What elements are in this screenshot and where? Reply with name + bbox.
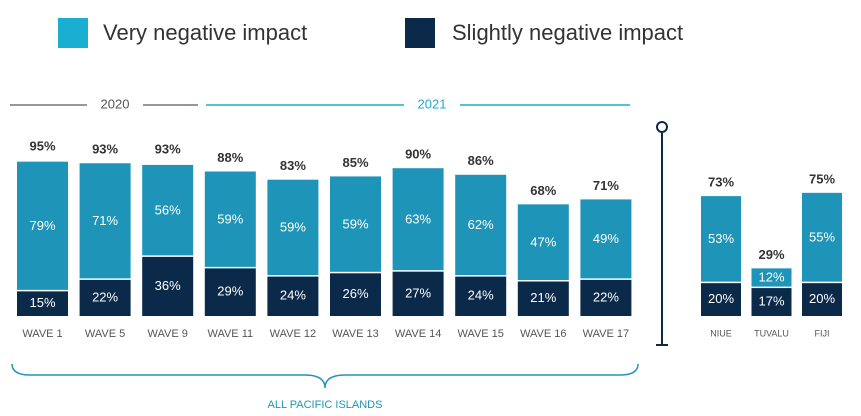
legend-label: Very negative impact (103, 20, 307, 45)
value-label: 15% (29, 295, 55, 310)
value-label: 27% (405, 285, 431, 300)
bar-segment (79, 279, 131, 316)
total-label: 90% (405, 147, 431, 162)
bar-segment (17, 161, 68, 290)
value-label: 22% (92, 289, 118, 304)
value-label: 59% (280, 220, 306, 235)
group-brace (11, 363, 639, 389)
value-label: 12% (758, 270, 784, 285)
x-tick-label: WAVE 1 (22, 328, 62, 340)
bar-segment (267, 276, 319, 316)
value-label: 55% (809, 229, 835, 244)
bar-segment (392, 168, 444, 271)
bar-segment (802, 283, 842, 316)
x-tick-label: WAVE 11 (207, 328, 253, 340)
value-label: 29% (217, 284, 243, 299)
total-label: 75% (809, 171, 835, 186)
value-label: 59% (217, 211, 243, 226)
value-label: 26% (342, 286, 368, 301)
period-label: 2021 (418, 96, 447, 111)
x-tick-label: WAVE 15 (457, 328, 503, 340)
total-label: 88% (217, 150, 243, 165)
bar-segment (517, 204, 569, 281)
bar-segment (701, 283, 741, 316)
x-tick-label: WAVE 17 (583, 328, 629, 340)
bar-segment (17, 291, 68, 316)
period-label: 2020 (101, 96, 130, 111)
bar-segment (392, 271, 444, 316)
total-label: 85% (342, 155, 368, 170)
value-label: 21% (530, 290, 556, 305)
value-label: 59% (342, 216, 368, 231)
bar-segment (79, 163, 131, 279)
bar-segment (330, 176, 381, 272)
bar-segment (802, 192, 842, 282)
value-label: 53% (708, 231, 734, 246)
x-tick-label: WAVE 5 (85, 328, 125, 340)
divider-cap (656, 121, 668, 133)
legend-swatch (58, 18, 88, 48)
bar-segment (580, 279, 632, 316)
bar-segment (580, 199, 632, 279)
total-label: 93% (155, 142, 181, 157)
bar-segment (204, 268, 256, 316)
value-label: 24% (280, 288, 306, 303)
bar-segment (204, 171, 256, 267)
x-tick-label: WAVE 13 (332, 328, 378, 340)
x-tick-label: WAVE 12 (270, 328, 316, 340)
value-label: 20% (809, 291, 835, 306)
total-label: 83% (280, 158, 306, 173)
x-tick-label: WAVE 16 (520, 328, 566, 340)
bar-segment (455, 276, 507, 316)
value-label: 71% (92, 213, 118, 228)
bar-segment (142, 256, 194, 316)
value-label: 36% (155, 278, 181, 293)
bar-segment (751, 268, 792, 287)
value-label: 56% (155, 202, 181, 217)
value-label: 62% (468, 217, 494, 232)
total-label: 95% (29, 138, 55, 153)
bar-segment (267, 179, 319, 276)
x-tick-label: FIJI (815, 328, 830, 338)
bar-segment (330, 273, 381, 316)
value-label: 47% (530, 234, 556, 249)
total-label: 71% (593, 178, 619, 193)
value-label: 22% (593, 289, 619, 304)
x-tick-label: NIUE (710, 328, 732, 338)
legend-swatch (405, 18, 435, 48)
total-label: 93% (92, 142, 118, 157)
bar-segment (455, 174, 507, 276)
group-label: ALL PACIFIC ISLANDS (268, 399, 383, 411)
total-label: 29% (758, 247, 784, 262)
total-label: 68% (530, 183, 556, 198)
legend-label: Slightly negative impact (452, 20, 683, 45)
value-label: 24% (468, 288, 494, 303)
value-label: 49% (593, 231, 619, 246)
value-label: 79% (29, 218, 55, 233)
x-tick-label: WAVE 14 (395, 328, 441, 340)
value-label: 20% (708, 291, 734, 306)
value-label: 17% (758, 293, 784, 308)
bar-segment (142, 164, 194, 256)
total-label: 73% (708, 175, 734, 190)
bar-segment (701, 196, 741, 282)
value-label: 63% (405, 211, 431, 226)
total-label: 86% (468, 153, 494, 168)
x-tick-label: TUVALU (754, 328, 789, 338)
x-tick-label: WAVE 9 (148, 328, 188, 340)
bar-segment (517, 281, 569, 316)
bar-segment (751, 288, 792, 316)
